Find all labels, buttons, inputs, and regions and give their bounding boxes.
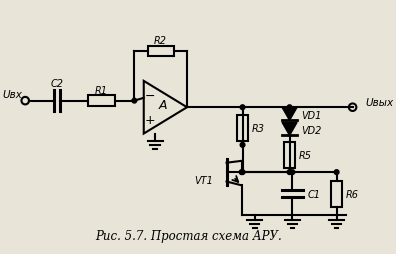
Circle shape	[132, 99, 137, 104]
Polygon shape	[144, 82, 187, 134]
Text: R6: R6	[346, 189, 358, 199]
Text: R2: R2	[154, 36, 167, 46]
Text: R5: R5	[299, 151, 312, 161]
Circle shape	[287, 105, 292, 110]
Text: +: +	[145, 114, 156, 126]
Text: Uвх: Uвх	[2, 89, 22, 100]
Text: Рис. 5.7. Простая схема АРУ.: Рис. 5.7. Простая схема АРУ.	[95, 229, 282, 242]
Circle shape	[240, 170, 245, 175]
Circle shape	[240, 143, 245, 148]
Bar	[284, 142, 295, 169]
Text: VD1: VD1	[301, 110, 321, 120]
Text: R3: R3	[251, 123, 265, 133]
Text: A: A	[158, 99, 167, 112]
Circle shape	[290, 170, 295, 175]
Bar	[88, 96, 114, 106]
Circle shape	[287, 170, 292, 175]
Text: R1: R1	[95, 86, 108, 96]
Text: Uвых: Uвых	[366, 98, 394, 108]
Bar	[237, 115, 248, 141]
Polygon shape	[282, 108, 297, 121]
Text: C1: C1	[307, 189, 320, 199]
Polygon shape	[282, 123, 297, 136]
Bar	[148, 46, 174, 57]
Text: −: −	[145, 89, 156, 102]
Text: C2: C2	[51, 78, 64, 88]
Circle shape	[239, 170, 244, 175]
Circle shape	[240, 105, 245, 110]
Bar	[331, 181, 342, 207]
Circle shape	[334, 170, 339, 175]
Text: VD2: VD2	[301, 125, 321, 135]
Text: VT1: VT1	[194, 176, 213, 186]
